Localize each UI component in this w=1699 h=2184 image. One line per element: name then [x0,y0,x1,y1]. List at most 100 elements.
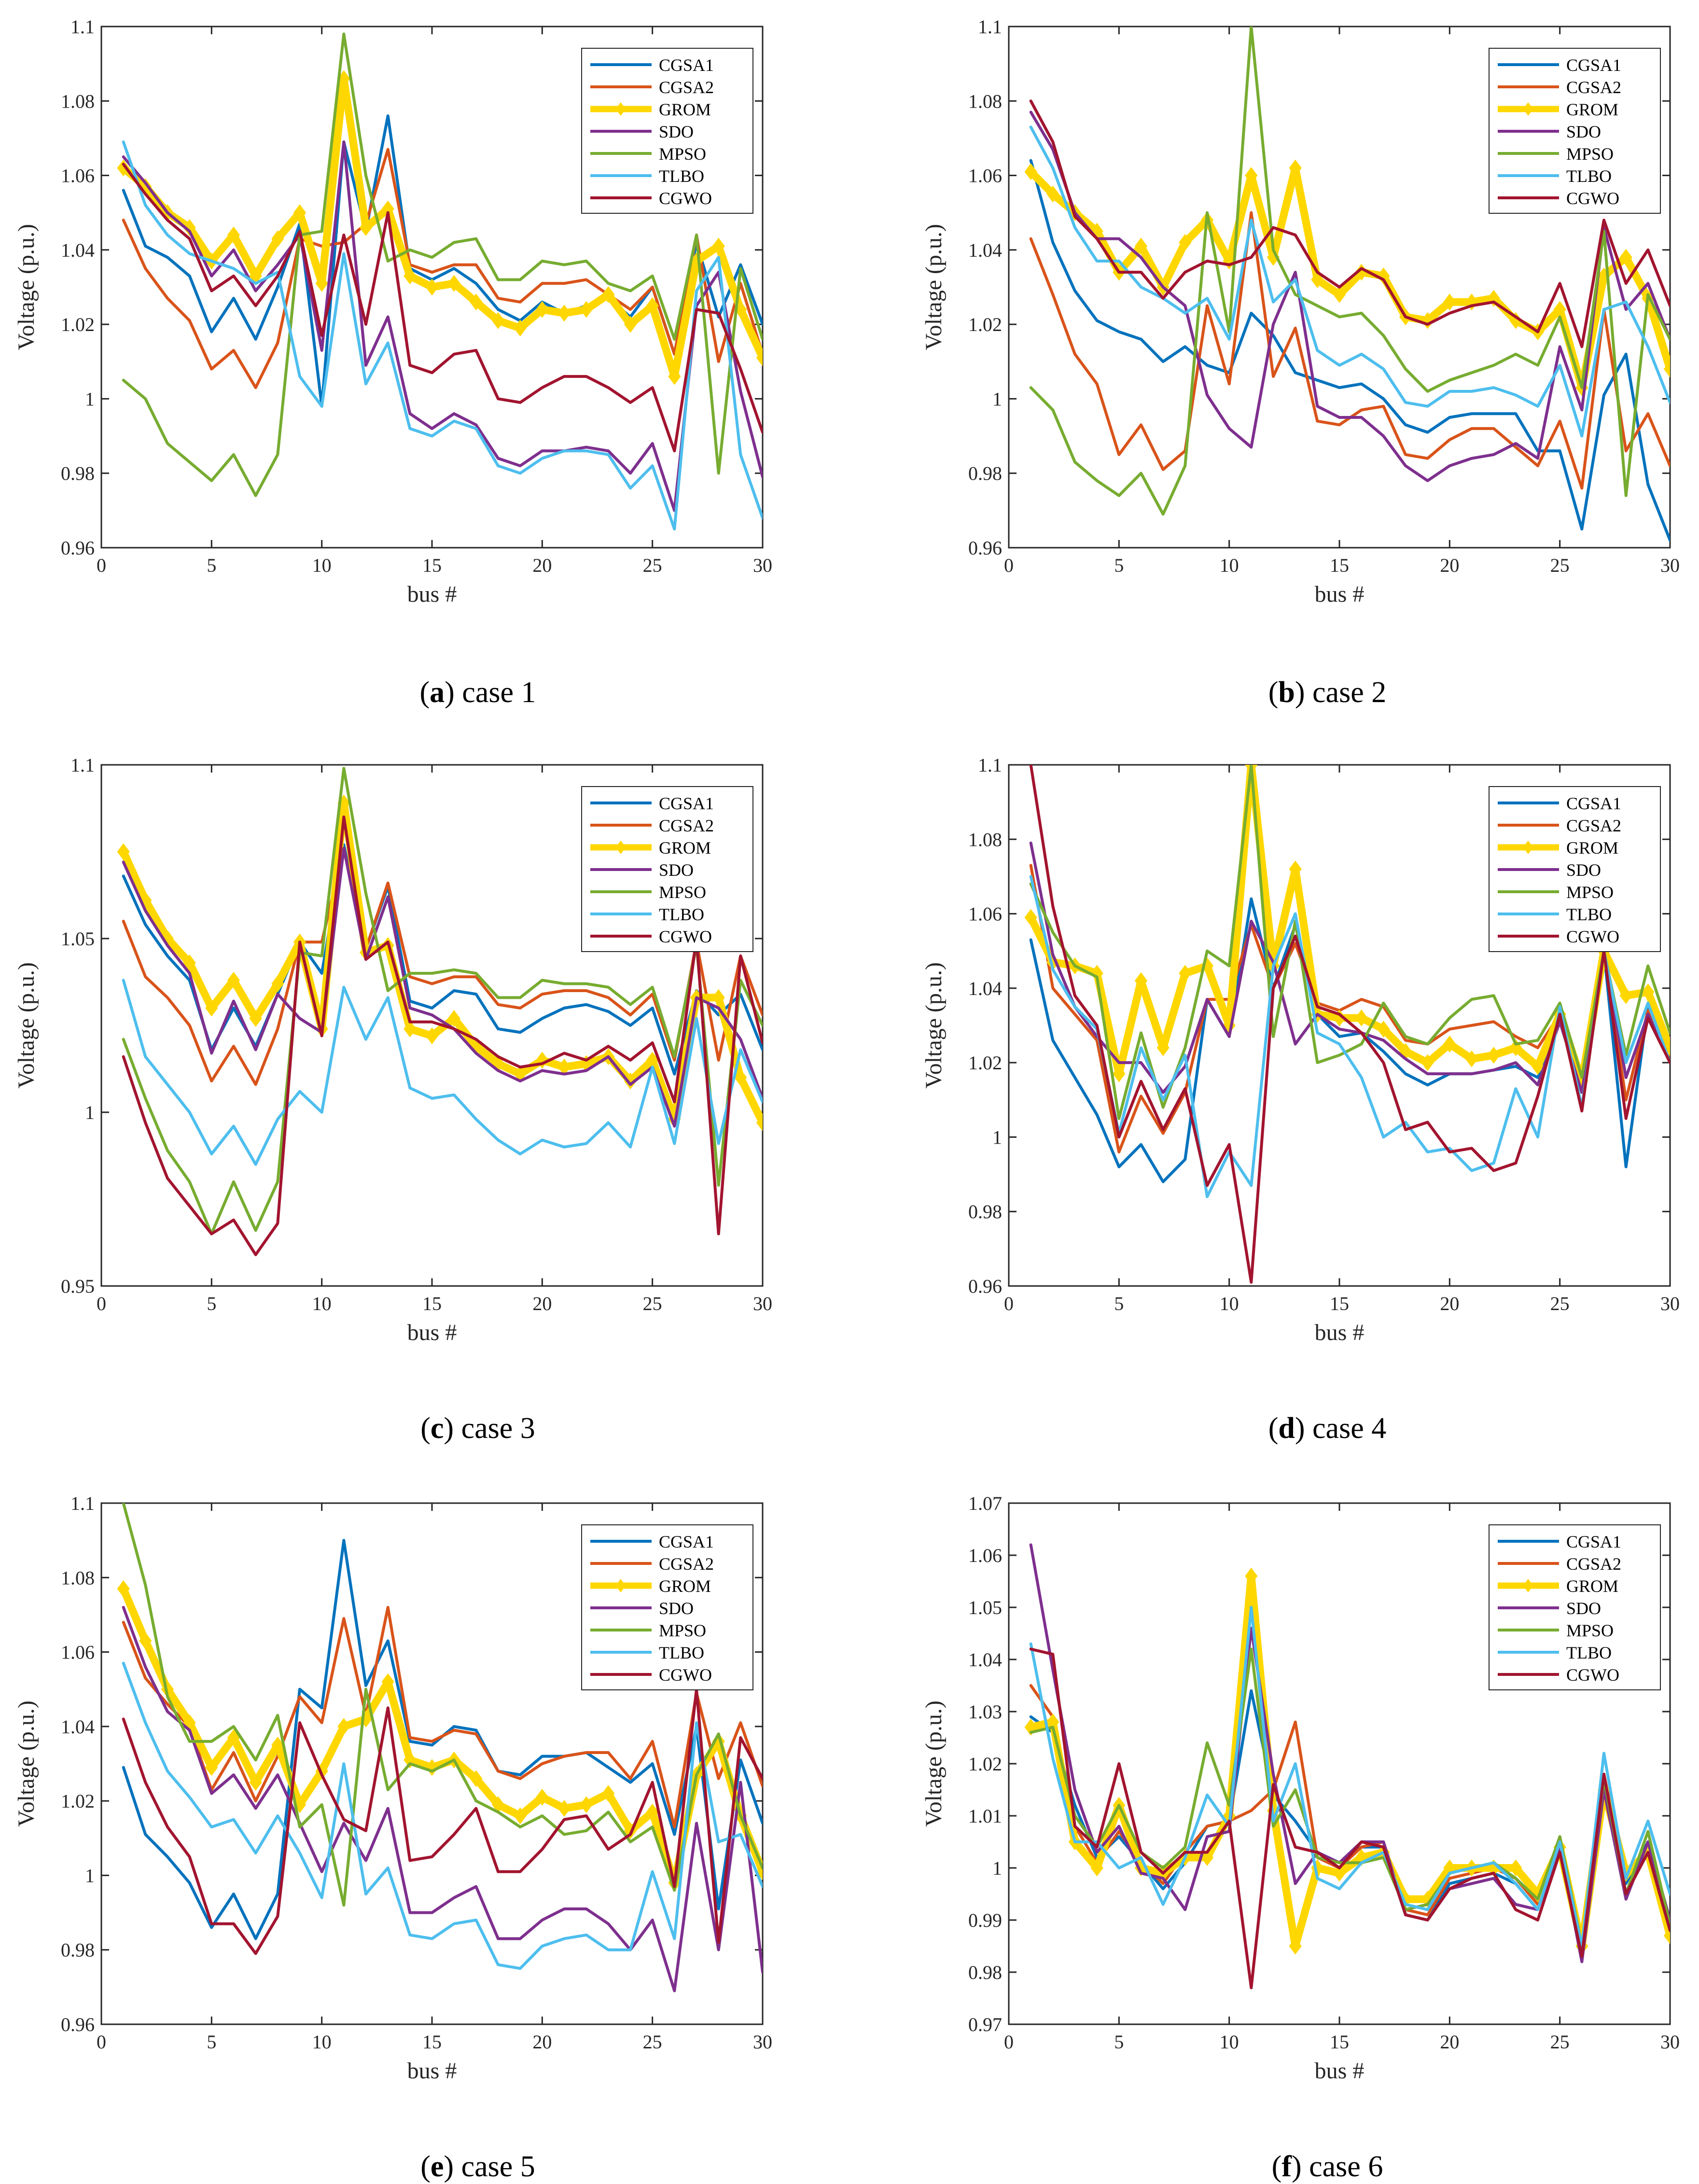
legend-label-cgsa2: CGSA2 [1566,816,1621,835]
chart-panel-e: 0 5 10 15 20 25 30 0.96 0.98 1 1.02 1.04 1.06 1.08 1.1… [14,1493,772,2084]
data-point-grom [646,1803,659,1821]
x-tick-label: 20 [532,1293,552,1314]
data-point-grom [1663,360,1670,378]
caption-a: (a) case 1 [419,676,536,709]
y-axis-label: Voltage (p.u.) [921,224,947,350]
data-point-grom [602,286,615,303]
y-tick-label: 0.96 [968,537,1002,559]
series-line-cgwo [1029,1647,1670,1990]
y-tick-label: 1.1 [70,16,95,38]
data-point-grom [1333,286,1346,303]
caption-letter: a [430,676,445,709]
y-tick-label: 1.03 [968,1701,1002,1723]
y-tick-label: 0.98 [968,463,1002,484]
data-point-grom [1179,234,1192,251]
y-tick-label: 1.01 [968,1805,1002,1827]
y-axis-label: Voltage (p.u.) [921,962,947,1089]
y-tick-label: 0.99 [968,1909,1002,1931]
legend-label-sdo: SDO [659,122,694,141]
data-point-grom [117,843,130,860]
data-point-grom [1200,1849,1214,1866]
x-tick-label: 15 [1330,554,1349,576]
data-point-grom [1134,237,1148,255]
series-line-grom [119,75,763,381]
series-line-cgwo [122,1687,763,1955]
legend-label-cgwo: CGWO [659,189,712,208]
legend-label-mpso: MPSO [1566,144,1614,164]
legend-label-sdo: SDO [1566,1599,1601,1618]
y-tick-label: 0.98 [968,1201,1002,1223]
x-tick-label: 20 [1440,1293,1459,1314]
legend-label-cgsa1: CGSA1 [659,55,714,75]
data-point-grom [139,1632,152,1649]
x-axis-label: bus # [407,1320,457,1345]
x-tick-label: 20 [1440,554,1459,576]
legend-marker [1523,1579,1533,1592]
series-line-tlbo [122,140,763,531]
data-point-grom [536,1788,549,1806]
caption-letter: f [1281,2150,1292,2183]
data-point-grom [580,1796,593,1813]
x-tick-label: 15 [422,554,442,576]
y-tick-label: 1.04 [61,1716,95,1738]
series-line-mpso [122,1503,763,1907]
x-tick-label: 25 [643,1293,662,1314]
legend-label-cgsa2: CGSA2 [659,1554,714,1574]
y-tick-label: 1.06 [968,165,1002,187]
legend-label-grom: GROM [1566,1576,1618,1596]
caption-title: ) case 2 [1295,676,1387,709]
x-tick-label: 15 [1330,1293,1349,1314]
legend-label-cgwo: CGWO [1566,927,1619,946]
data-point-grom [249,1774,262,1791]
y-tick-label: 0.98 [61,463,95,484]
x-tick-label: 0 [1004,554,1014,576]
y-tick-label: 1.05 [968,1597,1002,1618]
legend-label-tlbo: TLBO [1566,166,1612,186]
y-tick-label: 1.06 [968,903,1002,925]
x-tick-label: 15 [422,2031,442,2053]
series-line-cgsa2 [122,846,763,1086]
y-tick-label: 0.95 [61,1275,95,1297]
data-point-grom [315,275,328,292]
legend-marker [615,1579,626,1592]
data-point-grom [425,1027,439,1045]
data-point-grom [271,230,284,248]
data-point-grom [271,975,284,993]
caption-title: ) case 1 [445,676,536,709]
legend-label-cgsa1: CGSA1 [1566,794,1621,813]
data-point-grom [1289,860,1302,878]
legend-label-mpso: MPSO [659,144,706,164]
series-line-cgsa2 [122,1606,763,1829]
data-point-grom [227,226,240,244]
y-tick-label: 1.04 [968,239,1002,261]
y-tick-label: 0.98 [968,1962,1002,1983]
y-tick-label: 1.05 [61,928,95,950]
data-point-grom [1245,1567,1258,1585]
x-axis-label: bus # [407,581,457,607]
legend-label-sdo: SDO [659,860,694,880]
legend-label-cgsa2: CGSA2 [1566,78,1621,97]
data-point-grom [557,1800,571,1817]
data-point-grom [756,349,763,367]
chart-panel-f: 0 5 10 15 20 25 30 0.97 0.98 0.99 1 1.01 1.02 1.03 1.0… [921,1493,1680,2084]
y-tick-label: 1.1 [70,754,95,776]
data-point-grom [404,1020,417,1037]
y-tick-label: 1 [992,388,1002,410]
data-point-grom [205,999,218,1017]
caption-title: ) case 3 [444,1412,535,1445]
legend-label-cgsa1: CGSA1 [1566,55,1621,75]
series-line-sdo [1029,111,1670,483]
y-tick-label: 1.02 [61,314,95,335]
x-tick-label: 10 [312,2031,332,2053]
legend-label-grom: GROM [659,100,711,119]
data-point-grom [1377,1021,1390,1038]
caption-d: (d) case 4 [1268,1412,1387,1445]
x-tick-label: 25 [643,554,662,576]
caption-title: ) case 5 [444,2150,535,2183]
legend-label-sdo: SDO [1566,122,1601,141]
x-tick-label: 5 [207,1293,216,1314]
caption-letter: c [430,1412,444,1445]
y-tick-label: 1.08 [61,1567,95,1589]
